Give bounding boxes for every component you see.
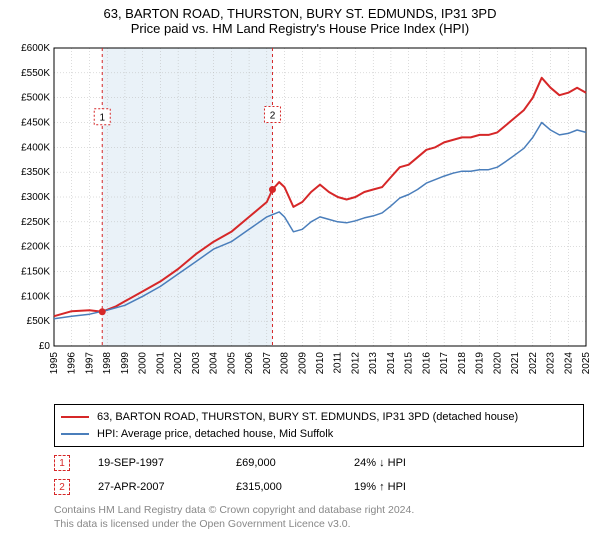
chart-title-2: Price paid vs. HM Land Registry's House … xyxy=(8,21,592,36)
legend-swatch xyxy=(61,433,89,435)
svg-text:2004: 2004 xyxy=(209,352,220,375)
transaction-price: £315,000 xyxy=(236,481,326,493)
footer-line-1: Contains HM Land Registry data © Crown c… xyxy=(54,503,592,517)
chart: £0 £50K £100K £150K £200K £250K £300K £350K £400… xyxy=(8,38,592,398)
svg-text:£600K: £600K xyxy=(21,43,50,54)
legend: 63, BARTON ROAD, THURSTON, BURY ST. EDMU… xyxy=(54,404,584,447)
transaction-row: 1 19-SEP-1997 £69,000 24% ↓ HPI xyxy=(54,455,592,471)
svg-text:2007: 2007 xyxy=(262,352,273,375)
svg-text:1997: 1997 xyxy=(84,352,95,375)
svg-text:2022: 2022 xyxy=(528,352,539,375)
chart-title-1: 63, BARTON ROAD, THURSTON, BURY ST. EDMU… xyxy=(8,6,592,21)
svg-text:2012: 2012 xyxy=(350,352,361,375)
svg-text:1998: 1998 xyxy=(102,352,113,375)
transaction-date: 27-APR-2007 xyxy=(98,481,208,493)
svg-text:2: 2 xyxy=(270,111,276,122)
transaction-hpi-delta: 19% ↑ HPI xyxy=(354,481,406,493)
transaction-price: £69,000 xyxy=(236,457,326,469)
svg-text:2006: 2006 xyxy=(244,352,255,375)
transaction-marker-icon: 2 xyxy=(54,479,70,495)
svg-text:2009: 2009 xyxy=(297,352,308,375)
svg-text:2014: 2014 xyxy=(386,352,397,375)
svg-text:2016: 2016 xyxy=(421,352,432,375)
svg-text:1996: 1996 xyxy=(67,352,78,375)
transaction-date: 19-SEP-1997 xyxy=(98,457,208,469)
legend-item: HPI: Average price, detached house, Mid … xyxy=(61,426,577,443)
transaction-hpi-delta: 24% ↓ HPI xyxy=(354,457,406,469)
transaction-row: 2 27-APR-2007 £315,000 19% ↑ HPI xyxy=(54,479,592,495)
svg-text:2018: 2018 xyxy=(457,352,468,375)
svg-text:1: 1 xyxy=(99,113,105,124)
svg-text:£100K: £100K xyxy=(21,291,50,302)
svg-text:2001: 2001 xyxy=(155,352,166,375)
transaction-table: 1 19-SEP-1997 £69,000 24% ↓ HPI 2 27-APR-2007… xyxy=(54,455,592,495)
svg-text:1999: 1999 xyxy=(120,352,131,375)
svg-text:2019: 2019 xyxy=(475,352,486,375)
svg-text:£500K: £500K xyxy=(21,93,50,104)
svg-text:2011: 2011 xyxy=(333,352,344,374)
svg-text:£150K: £150K xyxy=(21,267,50,278)
svg-text:2000: 2000 xyxy=(138,352,149,375)
svg-text:2020: 2020 xyxy=(492,352,503,375)
legend-label: 63, BARTON ROAD, THURSTON, BURY ST. EDMU… xyxy=(97,409,518,426)
legend-item: 63, BARTON ROAD, THURSTON, BURY ST. EDMU… xyxy=(61,409,577,426)
footer-line-2: This data is licensed under the Open Gov… xyxy=(54,517,592,531)
svg-text:£300K: £300K xyxy=(21,192,50,203)
legend-swatch xyxy=(61,416,89,418)
svg-text:2015: 2015 xyxy=(404,352,415,375)
svg-text:£550K: £550K xyxy=(21,68,50,79)
svg-text:2010: 2010 xyxy=(315,352,326,375)
svg-text:£250K: £250K xyxy=(21,217,50,228)
svg-text:£350K: £350K xyxy=(21,167,50,178)
svg-text:2024: 2024 xyxy=(563,352,574,375)
svg-text:2023: 2023 xyxy=(546,352,557,375)
svg-text:2008: 2008 xyxy=(280,352,291,375)
svg-text:2021: 2021 xyxy=(510,352,521,375)
title-block: 63, BARTON ROAD, THURSTON, BURY ST. EDMU… xyxy=(8,6,592,36)
svg-text:2003: 2003 xyxy=(191,352,202,375)
svg-text:£450K: £450K xyxy=(21,118,50,129)
svg-text:£200K: £200K xyxy=(21,242,50,253)
svg-text:2025: 2025 xyxy=(581,352,592,375)
svg-text:1995: 1995 xyxy=(49,352,60,375)
legend-label: HPI: Average price, detached house, Mid … xyxy=(97,426,333,443)
svg-text:2017: 2017 xyxy=(439,352,450,375)
footer: Contains HM Land Registry data © Crown c… xyxy=(54,503,592,531)
svg-text:£400K: £400K xyxy=(21,142,50,153)
svg-text:£50K: £50K xyxy=(27,316,51,327)
svg-text:2002: 2002 xyxy=(173,352,184,375)
svg-text:2013: 2013 xyxy=(368,352,379,375)
transaction-marker-icon: 1 xyxy=(54,455,70,471)
svg-text:2005: 2005 xyxy=(226,352,237,375)
svg-text:£0: £0 xyxy=(39,341,51,352)
